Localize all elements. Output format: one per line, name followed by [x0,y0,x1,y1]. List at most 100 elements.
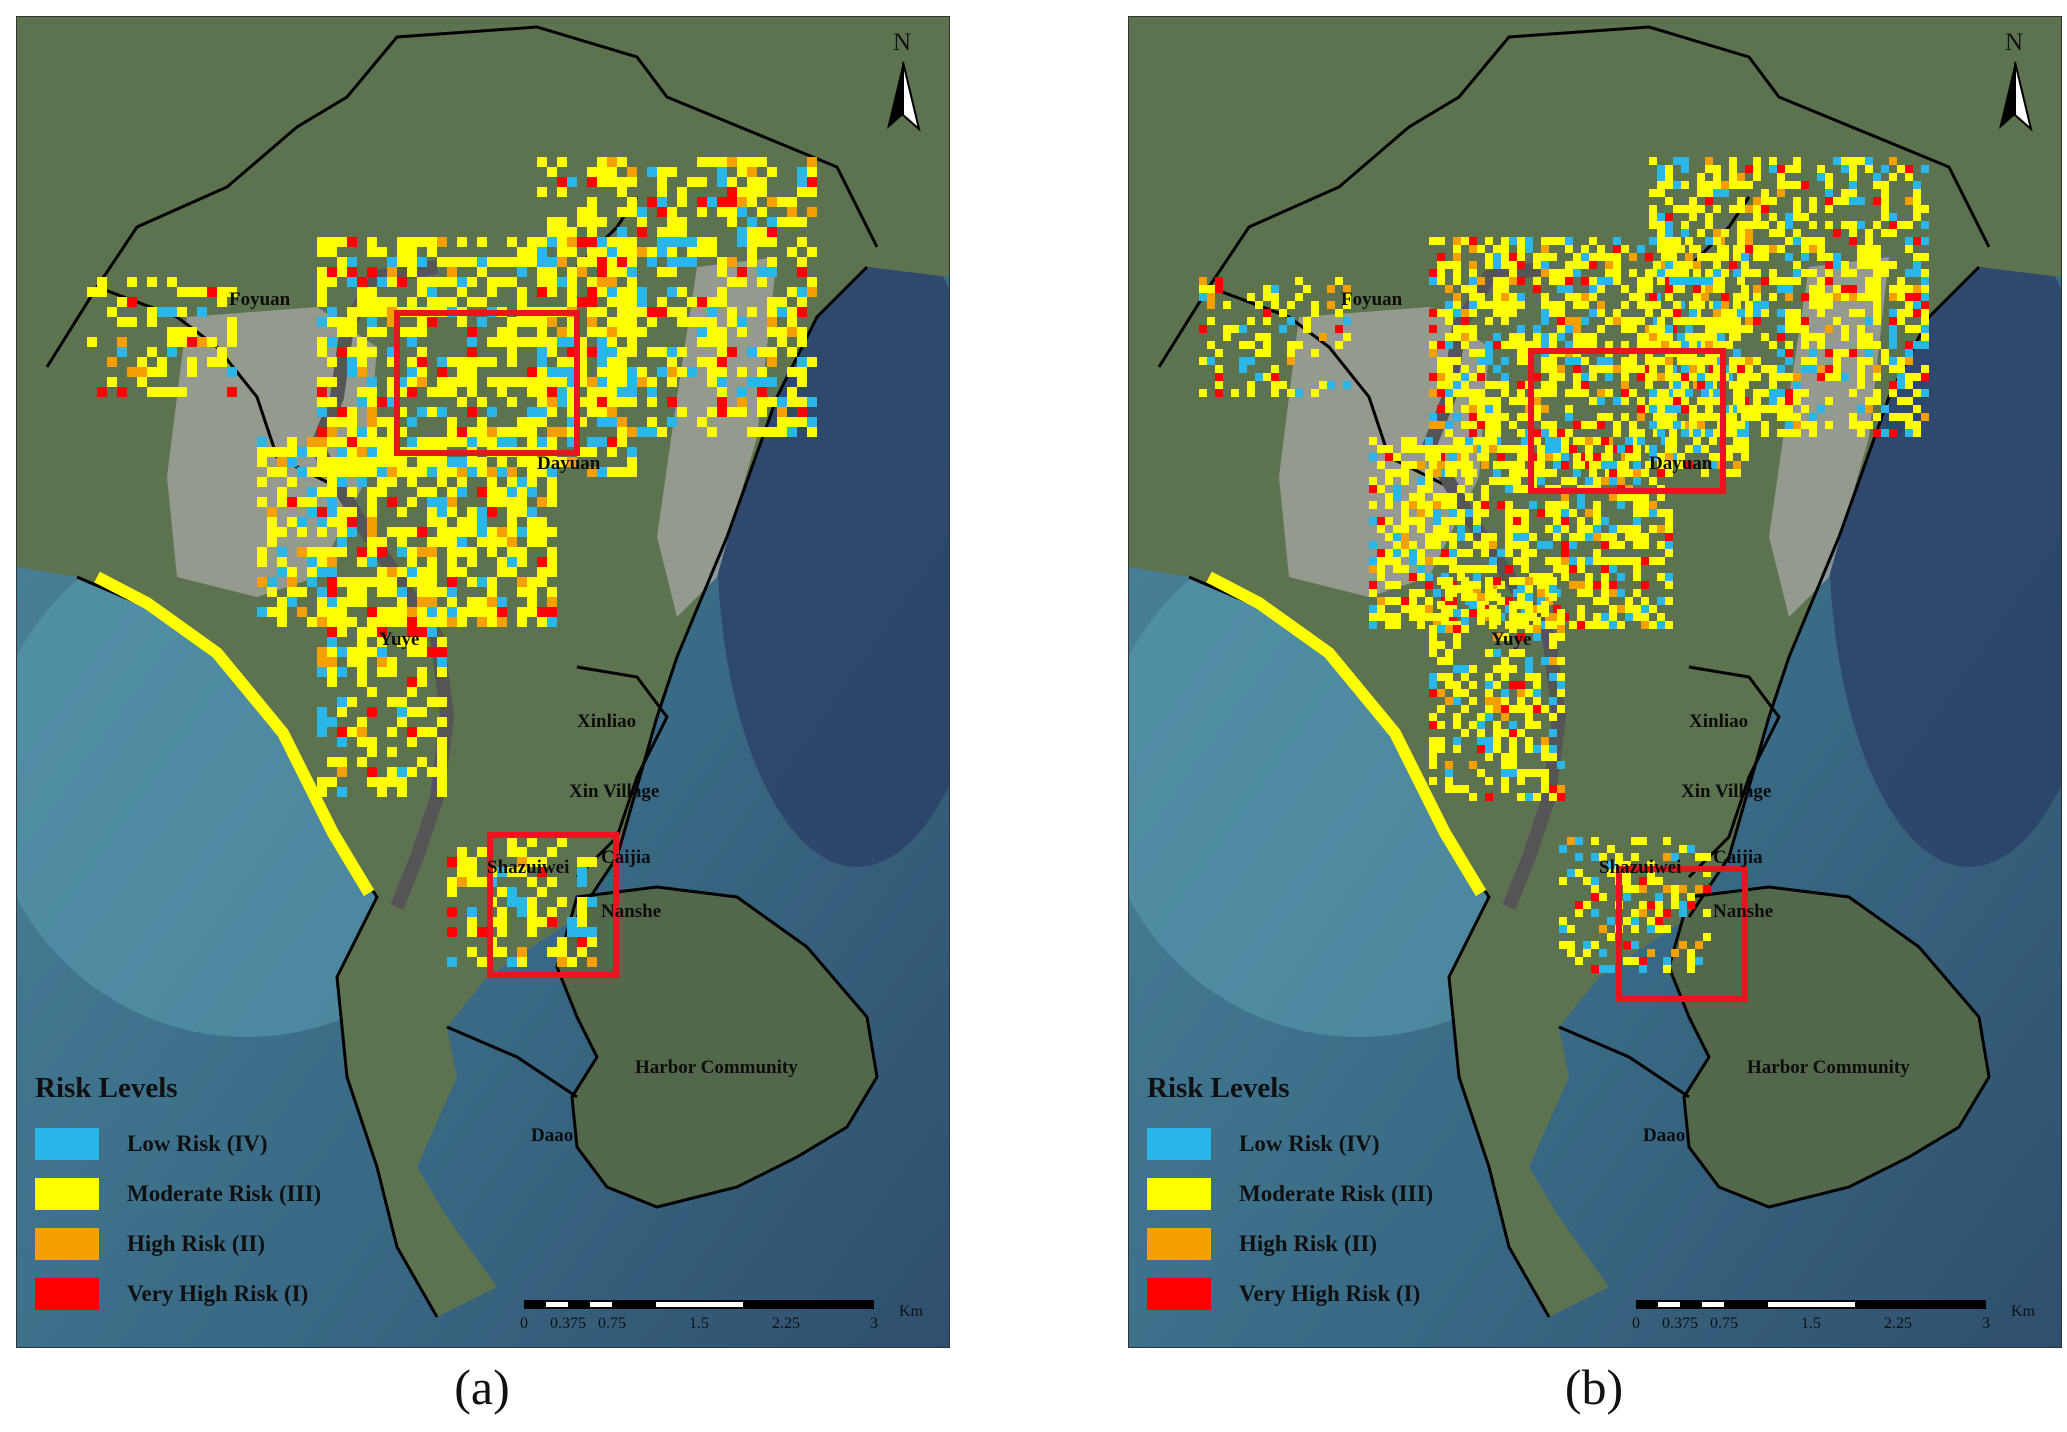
risk-cell [497,457,507,467]
risk-cell [1545,621,1553,629]
risk-cell [1509,601,1517,609]
risk-cell [1921,341,1929,349]
risk-cell [1625,437,1633,445]
risk-cell [617,267,627,277]
risk-cell [187,337,197,347]
risk-cell [1223,325,1231,333]
risk-cell [607,337,617,347]
risk-cell [1681,365,1689,373]
risk-cell [1693,357,1701,365]
risk-cell [667,257,677,267]
risk-cell [1501,785,1509,793]
risk-cell [727,277,737,287]
risk-cell [1801,181,1809,189]
risk-cell [1713,317,1721,325]
risk-cell [1485,341,1493,349]
risk-cell [1469,665,1477,673]
risk-cell [1613,245,1621,253]
risk-cell [577,357,587,367]
risk-cell [1445,341,1453,349]
risk-cell [1493,461,1501,469]
risk-cell [1665,269,1673,277]
risk-cell [1493,341,1501,349]
risk-cell [1793,157,1801,165]
risk-cell [1501,777,1509,785]
risk-cell [437,517,447,527]
risk-cell [1573,381,1581,389]
risk-cell [1477,365,1485,373]
risk-cell [1621,397,1629,405]
risk-cell [267,587,277,597]
risk-cell [797,297,807,307]
risk-cell [537,407,547,417]
risk-cell [1453,697,1461,705]
risk-cell [1729,157,1737,165]
risk-cell [327,247,337,257]
risk-cell [617,397,627,407]
risk-cell [1521,453,1529,461]
risk-cell [1705,413,1713,421]
risk-cell [1425,453,1433,461]
risk-cell [567,407,577,417]
risk-cell [1445,585,1453,593]
panel-caption-a: (a) [454,1359,510,1415]
risk-cell [587,897,597,907]
risk-cell [1287,389,1295,397]
risk-cell [387,587,397,597]
risk-cell [1393,549,1401,557]
risk-cell [1583,877,1591,885]
risk-cell [497,427,507,437]
risk-cell [487,587,497,597]
legend-item-high: High Risk (II) [1147,1219,1433,1269]
risk-cell [1597,253,1605,261]
risk-cell [487,337,497,347]
risk-cell [1445,609,1453,617]
risk-cell [347,317,357,327]
risk-cell [1477,301,1485,309]
risk-cell [787,207,797,217]
risk-cell [1509,617,1517,625]
risk-cell [1601,477,1609,485]
risk-cell [1689,301,1697,309]
risk-cell [1825,253,1833,261]
risk-cell [1777,229,1785,237]
risk-cell [1469,293,1477,301]
risk-cell [1605,453,1613,461]
risk-cell [1769,245,1777,253]
risk-cell [1581,421,1589,429]
risk-cell [1461,309,1469,317]
risk-cell [307,467,317,477]
risk-cell [1825,293,1833,301]
risk-cell [1825,261,1833,269]
risk-cell [767,307,777,317]
risk-cell [1577,501,1585,509]
risk-cell [1429,461,1437,469]
risk-cell [1445,697,1453,705]
risk-cell [1745,405,1753,413]
risk-cell [617,437,627,447]
risk-cell [427,457,437,467]
risk-cell [417,317,427,327]
risk-cell [437,437,447,447]
risk-cell [517,867,527,877]
risk-cell [1469,333,1477,341]
risk-cell [767,167,777,177]
risk-cell [1429,649,1437,657]
risk-cell [1377,557,1385,565]
risk-cell [1533,793,1541,801]
risk-cell [1681,269,1689,277]
risk-cell [1545,501,1553,509]
risk-cell [1581,253,1589,261]
risk-cell [347,727,357,737]
risk-cell [1263,317,1271,325]
risk-cell [1585,589,1593,597]
risk-cell [317,617,327,627]
risk-cell [1639,901,1647,909]
risk-cell [1657,221,1665,229]
risk-cell [1549,421,1557,429]
risk-cell [1809,237,1817,245]
risk-cell [317,447,327,457]
risk-cell [747,157,757,167]
risk-cell [1613,277,1621,285]
risk-cell [1461,285,1469,293]
